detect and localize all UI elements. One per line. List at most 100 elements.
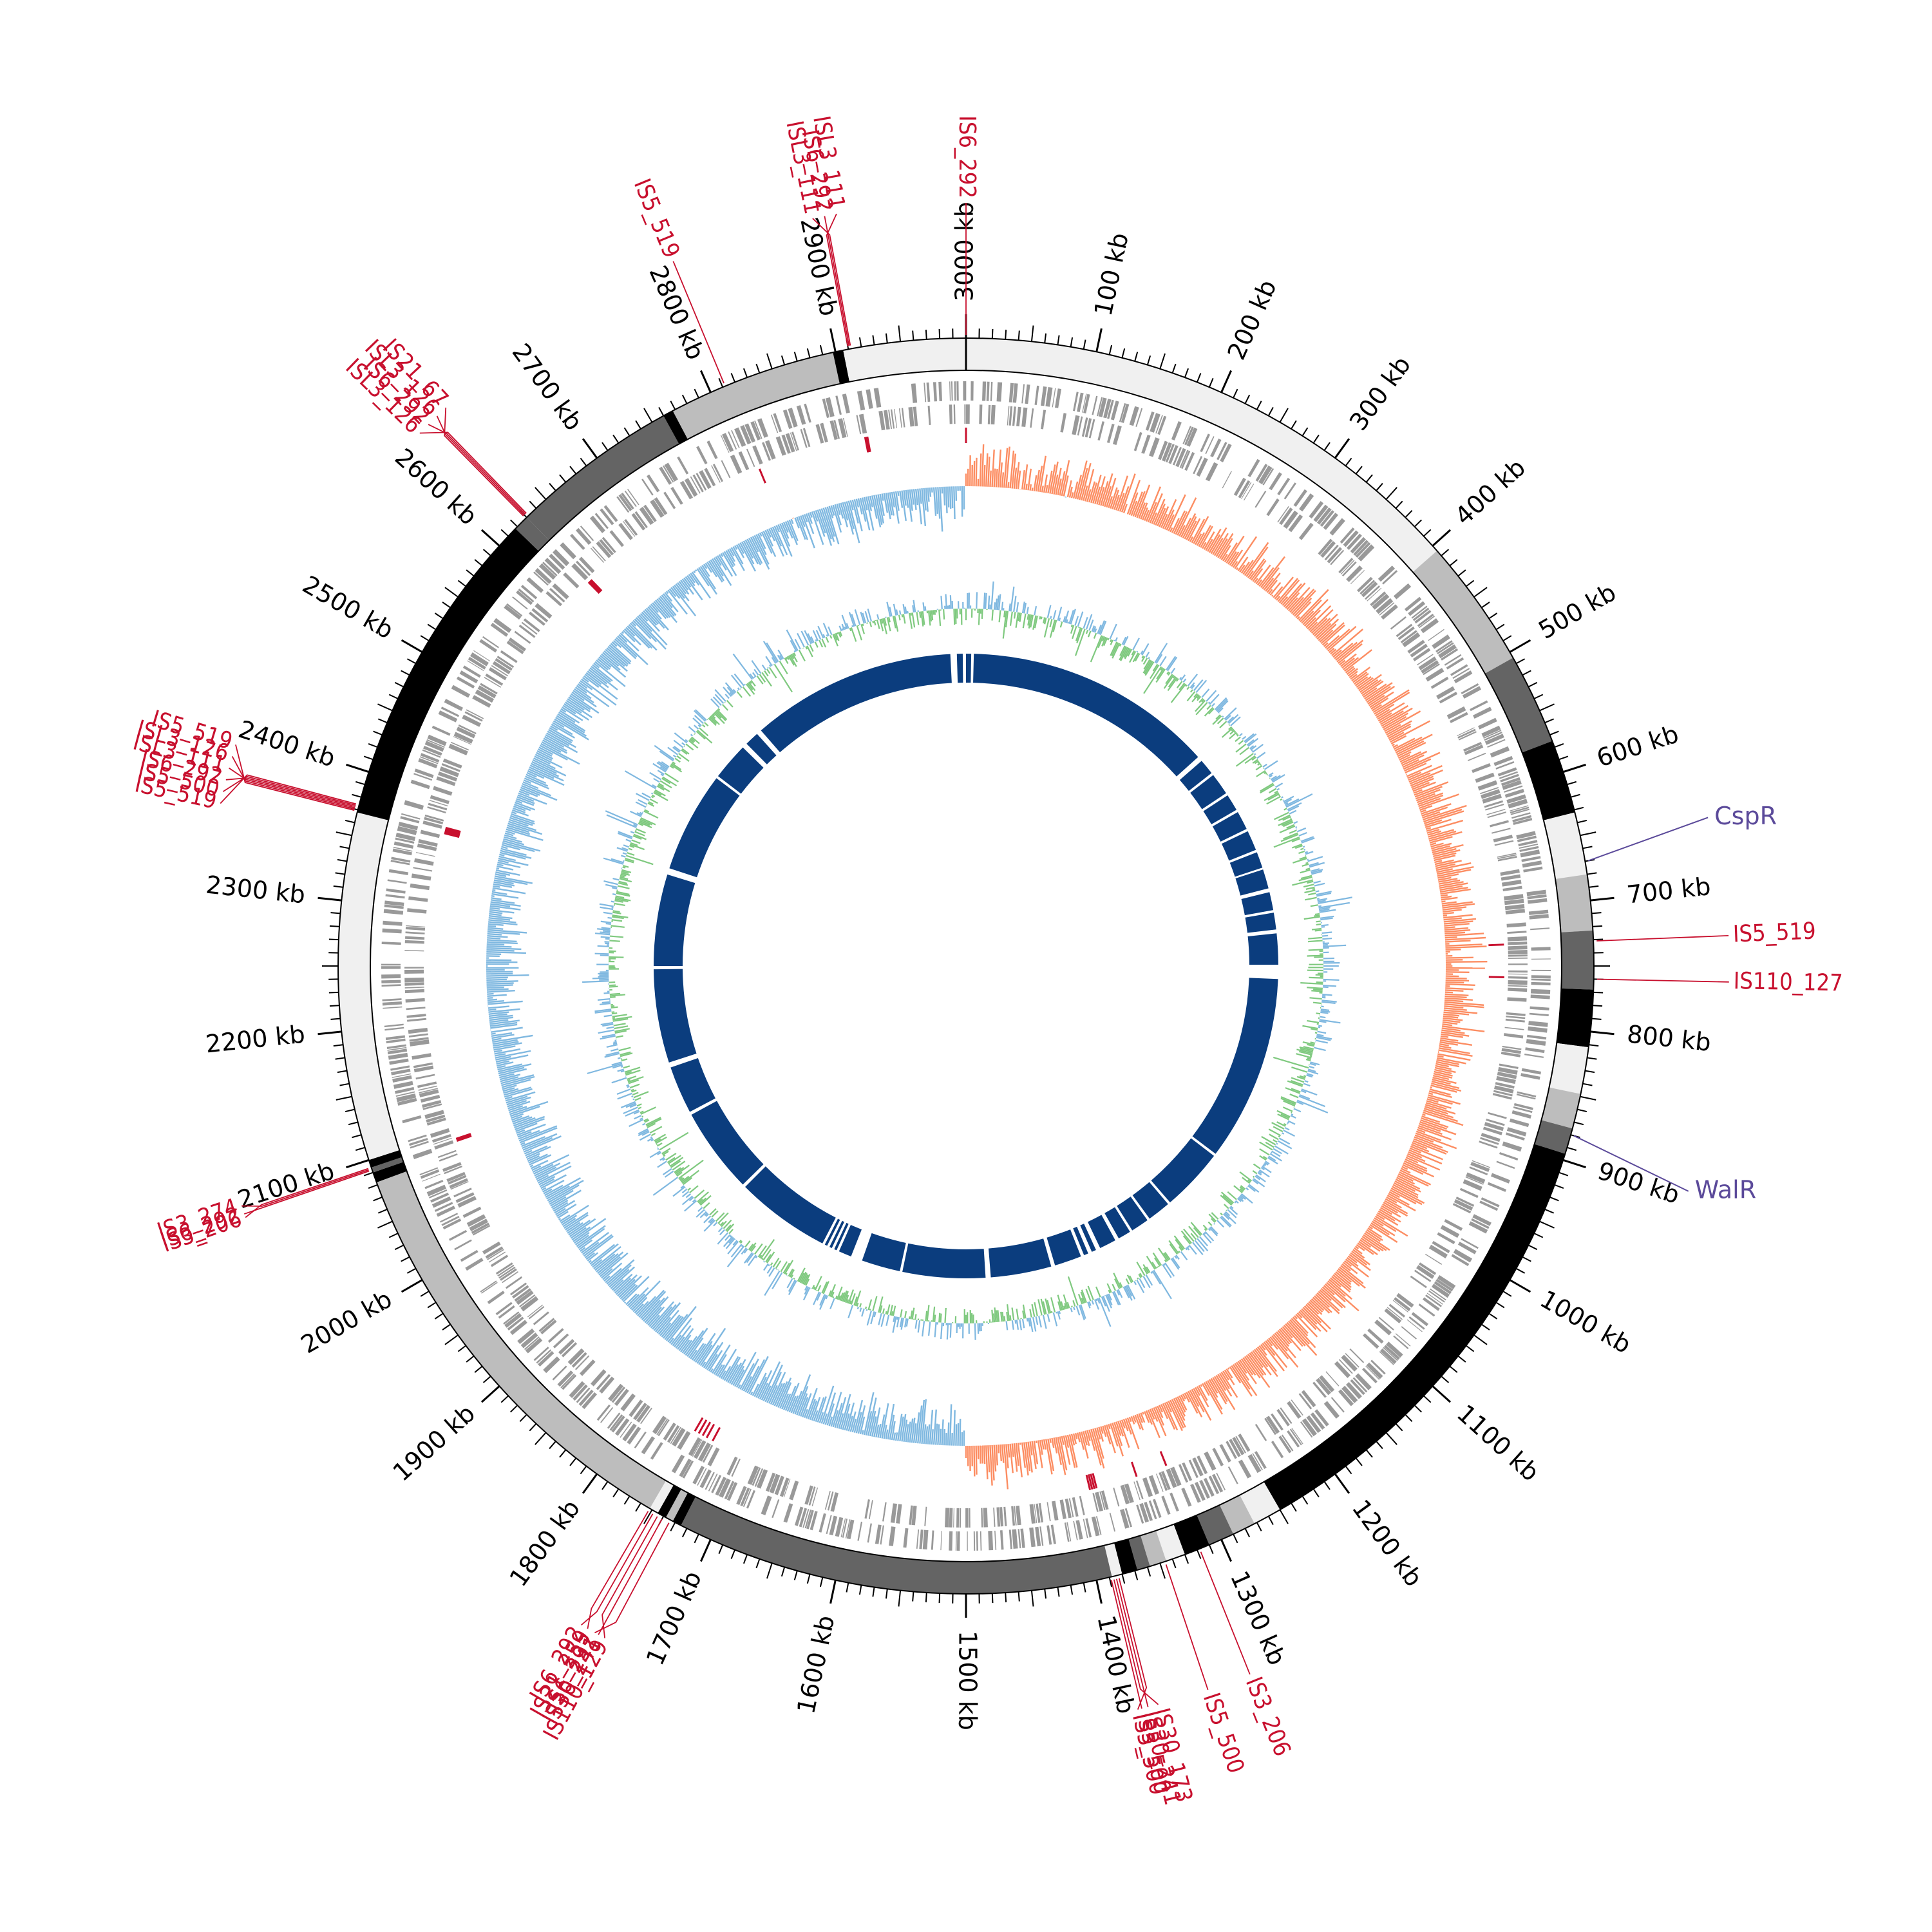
minor-tick [500, 529, 509, 537]
gene-feature [413, 867, 433, 872]
gc-content-bar [703, 1202, 710, 1209]
gene-feature [1504, 788, 1524, 798]
gc-content-bar [839, 1293, 844, 1301]
gc-content-bar [639, 819, 653, 826]
gene-feature [931, 1530, 934, 1550]
gc-content-bar [828, 1290, 832, 1296]
gene-feature [670, 487, 683, 505]
gc-skew-bar [873, 1407, 881, 1437]
gc-skew-bar [564, 1211, 589, 1229]
gc-content-bar [1196, 695, 1200, 699]
gc-content-bar [621, 847, 629, 851]
gc-skew-bar [488, 923, 504, 926]
gc-skew-bar [652, 1306, 673, 1330]
gc-skew-bar [1234, 1363, 1258, 1396]
gc-content-bar [1323, 944, 1347, 947]
gc-content-bar [612, 1064, 623, 1069]
gene-feature [1264, 1417, 1277, 1435]
gc-skew-bar [1134, 491, 1146, 518]
gc-skew-bar [547, 730, 576, 748]
gene-feature [1493, 835, 1513, 842]
gc-content-bar [1262, 1166, 1272, 1173]
gc-content-bar [594, 1010, 612, 1014]
gc-content-bar [633, 1110, 640, 1115]
gc-skew-bar [1096, 1427, 1101, 1440]
gc-content-bar [1316, 920, 1321, 923]
gc-skew-bar [861, 1430, 864, 1435]
tick-label: 100 kb [1089, 231, 1134, 319]
gene-feature [381, 942, 401, 945]
gc-content-bar [696, 1209, 705, 1218]
gc-skew-bar [588, 1260, 592, 1264]
gc-skew-bar [1231, 549, 1244, 567]
gc-content-bar [1298, 831, 1307, 837]
gc-content-bar [1307, 1070, 1319, 1075]
gene-feature [652, 1416, 667, 1434]
gc-skew-bar [562, 705, 576, 715]
gc-skew-bar [486, 974, 529, 977]
gc-skew-bar [1390, 720, 1430, 743]
gc-skew-bar [1427, 1096, 1453, 1105]
gc-skew-bar [949, 1404, 952, 1446]
contig-segment [1541, 1087, 1581, 1129]
gene-feature [448, 743, 468, 755]
gc-content-bar [751, 660, 762, 674]
minor-tick [1345, 457, 1352, 466]
gene-feature [1338, 1389, 1354, 1406]
gene-feature [1430, 676, 1449, 689]
gc-skew-bar [564, 703, 589, 721]
gc-skew-bar [504, 1088, 533, 1098]
gc-skew-bar [1408, 1149, 1443, 1165]
gc-skew-bar [1392, 743, 1395, 746]
gc-skew-bar [867, 496, 873, 511]
gene-feature [473, 650, 490, 661]
gc-skew-bar [1226, 535, 1245, 564]
gene-feature [1461, 1238, 1479, 1249]
gc-content-bar [625, 855, 654, 866]
gc-skew-bar [1236, 1361, 1250, 1381]
gene-feature [1501, 874, 1521, 881]
gc-content-bar [804, 1274, 811, 1285]
gc-skew-bar [1418, 1124, 1443, 1135]
gc-skew-bar [905, 1424, 909, 1443]
gene-feature [1142, 1477, 1153, 1497]
gc-skew-bar [853, 1399, 864, 1433]
gene-feature [1412, 607, 1430, 621]
gc-content-bar [1080, 1304, 1086, 1319]
gc-skew-bar [506, 826, 531, 835]
gene-feature [1435, 640, 1453, 653]
gene-feature [1050, 1524, 1056, 1544]
gc-content-bar [739, 1240, 743, 1244]
gene-feature [620, 1421, 632, 1438]
gc-skew-bar [959, 1418, 961, 1446]
gc-skew-bar [502, 842, 535, 853]
gc-content-bar [1150, 1271, 1153, 1274]
gc-content-bar [1259, 1169, 1270, 1178]
minor-tick [1044, 1589, 1047, 1599]
gc-content-bar [623, 844, 630, 848]
gc-content-bar [1144, 661, 1155, 676]
gc-skew-bar [1059, 471, 1066, 496]
gc-content-bar [1016, 602, 1019, 612]
gc-skew-bar [503, 1088, 519, 1094]
gc-skew-bar [792, 1390, 803, 1414]
gene-feature [1341, 1354, 1358, 1372]
gc-content-bar [1240, 1185, 1246, 1190]
gc-skew-bar [677, 1328, 694, 1350]
gc-skew-bar [624, 628, 641, 646]
gene-feature [1436, 686, 1455, 699]
gene-feature [624, 518, 638, 536]
gc-skew-bar [1171, 1399, 1186, 1428]
gene-feature [1464, 744, 1484, 755]
minor-tick [1184, 1554, 1189, 1564]
gc-content-bar [904, 1311, 907, 1319]
gc-content-bar [642, 1122, 646, 1126]
gc-content-bar [1132, 638, 1140, 650]
gc-skew-bar [582, 1242, 600, 1255]
gc-skew-bar [1009, 1443, 1014, 1473]
gene-feature [404, 940, 424, 944]
gene-feature [1531, 975, 1551, 979]
gc-content-bar [886, 1304, 891, 1315]
minor-tick [329, 925, 339, 927]
gc-content-bar [807, 633, 813, 644]
